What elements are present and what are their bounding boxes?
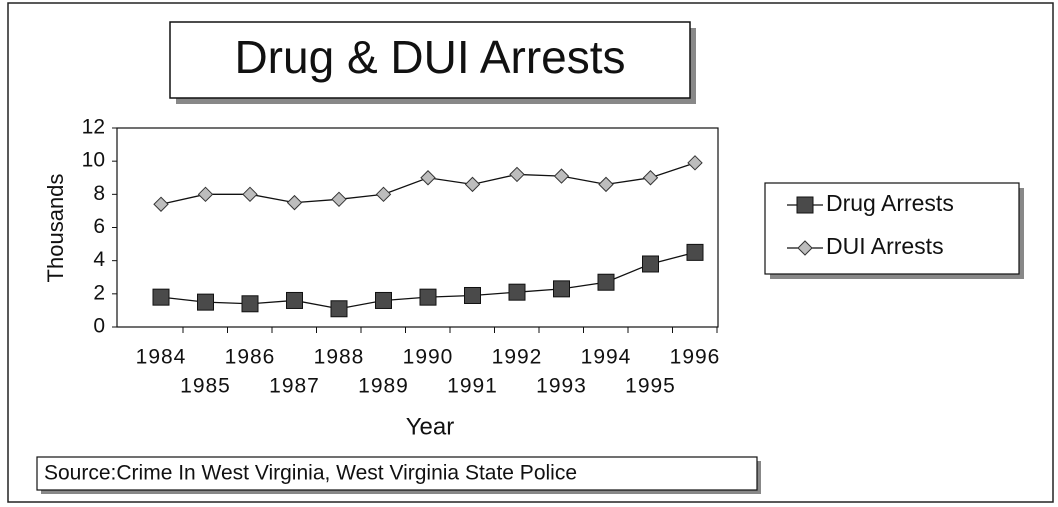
data-point (687, 155, 703, 171)
data-point (464, 286, 481, 304)
data-point (153, 196, 169, 212)
y-tick-label: 8 (93, 182, 105, 205)
data-point (642, 255, 659, 273)
source-note: Source:Crime In West Virginia, West Virg… (44, 462, 577, 485)
y-tick-label: 12 (82, 116, 105, 139)
data-point (286, 194, 303, 211)
data-point (420, 170, 436, 186)
x-tick-label: 1985 (180, 375, 231, 398)
data-point (597, 273, 615, 291)
data-point (686, 243, 704, 261)
x-tick-label: 1986 (225, 346, 276, 369)
data-point (642, 170, 659, 186)
data-point (286, 291, 303, 309)
x-axis-label: Year (406, 413, 455, 440)
x-tick-label: 1992 (492, 346, 543, 369)
y-tick-label: 6 (93, 215, 105, 238)
x-tick-label: 1988 (314, 346, 365, 369)
legend-marker (796, 196, 814, 214)
x-tick-label: 1995 (625, 375, 676, 398)
data-point (152, 288, 170, 306)
title-box (169, 21, 691, 99)
source-box (36, 456, 758, 491)
y-axis-label: Thousands (43, 174, 68, 283)
data-point (553, 168, 570, 184)
y-tick-label: 2 (93, 281, 105, 304)
chart-title: Drug & DUI Arrests (234, 31, 625, 83)
x-tick-label: 1989 (358, 375, 409, 398)
x-tick-label: 1996 (670, 346, 721, 369)
data-point (464, 176, 481, 193)
x-tick-label: 1993 (536, 375, 587, 398)
data-point (419, 288, 437, 306)
data-point (330, 300, 348, 318)
x-tick-label: 1984 (136, 346, 187, 369)
data-point (197, 293, 214, 311)
data-point (375, 291, 392, 309)
x-tick-label: 1987 (269, 375, 320, 398)
y-tick-label: 0 (93, 315, 105, 338)
legend-marker (797, 240, 813, 256)
y-tick-label: 10 (82, 149, 105, 172)
data-point (242, 186, 258, 203)
legend-label: DUI Arrests (826, 233, 944, 259)
data-point (241, 295, 259, 313)
data-point (598, 176, 614, 193)
legend-label: Drug Arrests (826, 190, 954, 216)
x-tick-label: 1994 (581, 346, 632, 369)
x-tick-label: 1990 (403, 346, 454, 369)
data-point (509, 166, 525, 183)
x-tick-label: 1991 (447, 375, 498, 398)
y-tick-label: 4 (93, 248, 105, 271)
frame (7, 2, 1054, 503)
data-point (197, 186, 214, 203)
data-point (553, 280, 570, 298)
data-point (375, 186, 392, 203)
data-point (331, 191, 347, 208)
data-point (508, 283, 526, 301)
